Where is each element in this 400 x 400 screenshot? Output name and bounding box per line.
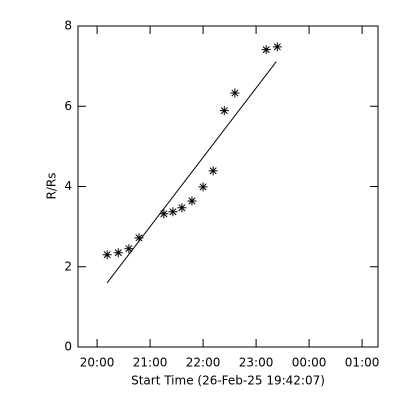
point	[187, 196, 197, 206]
asterisk	[177, 203, 187, 213]
point	[168, 207, 178, 217]
asterisk	[113, 248, 123, 258]
asterisk	[134, 233, 144, 243]
asterisk	[272, 42, 282, 52]
asterisk	[261, 45, 271, 55]
asterisk	[198, 182, 208, 192]
point	[113, 248, 123, 258]
asterisk	[187, 196, 197, 206]
point	[272, 42, 282, 52]
x-tick-label: 00:00	[292, 356, 327, 370]
point	[208, 166, 218, 176]
point	[261, 45, 271, 55]
point	[230, 88, 240, 98]
asterisk	[219, 106, 229, 116]
y-tick-label: 8	[64, 19, 72, 33]
x-tick-label: 22:00	[186, 356, 221, 370]
asterisk	[208, 166, 218, 176]
asterisk	[168, 207, 178, 217]
x-axis-label: Start Time (26-Feb-25 19:42:07)	[131, 374, 325, 388]
point	[134, 233, 144, 243]
asterisk	[124, 244, 134, 254]
x-tick-label: 01:00	[345, 356, 380, 370]
y-tick-label: 4	[64, 179, 72, 193]
y-tick-label: 0	[64, 340, 72, 354]
point	[198, 182, 208, 192]
x-tick-label: 20:00	[80, 356, 115, 370]
x-tick-label: 21:00	[133, 356, 168, 370]
point	[102, 250, 112, 260]
y-tick-label: 2	[64, 259, 72, 273]
asterisk	[159, 209, 169, 219]
point	[219, 106, 229, 116]
point	[177, 203, 187, 213]
y-axis-label: R/Rs	[45, 173, 59, 200]
y-tick-label: 6	[64, 99, 72, 113]
x-tick-label: 23:00	[239, 356, 274, 370]
asterisk	[102, 250, 112, 260]
point	[159, 209, 169, 219]
asterisk	[230, 88, 240, 98]
point	[124, 244, 134, 254]
fit-line	[106, 61, 277, 284]
